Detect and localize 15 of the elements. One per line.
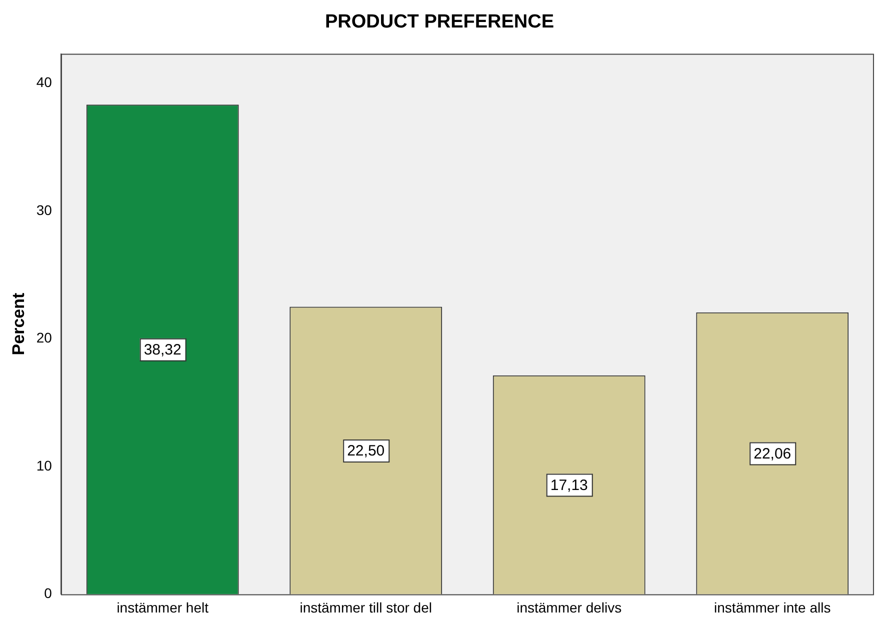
y-tick-label: 0 <box>44 585 52 602</box>
chart-title: PRODUCT PREFERENCE <box>324 12 554 33</box>
data-label: 22,06 <box>754 445 792 462</box>
data-label: 22,50 <box>347 442 385 460</box>
x-tick-label: instämmer delivs <box>516 599 622 616</box>
data-label: 38,32 <box>144 342 182 359</box>
y-tick-label: 20 <box>36 330 52 346</box>
y-tick-label: 40 <box>36 74 52 90</box>
data-label: 17,13 <box>550 476 588 494</box>
x-tick-label: instämmer inte alls <box>714 599 831 616</box>
y-tick-label: 30 <box>36 202 52 218</box>
y-axis-title: Percent <box>8 292 28 356</box>
y-tick-label: 10 <box>36 457 52 474</box>
x-tick-label: instämmer helt <box>116 599 209 616</box>
x-tick-label: instämmer till stor del <box>300 599 432 616</box>
